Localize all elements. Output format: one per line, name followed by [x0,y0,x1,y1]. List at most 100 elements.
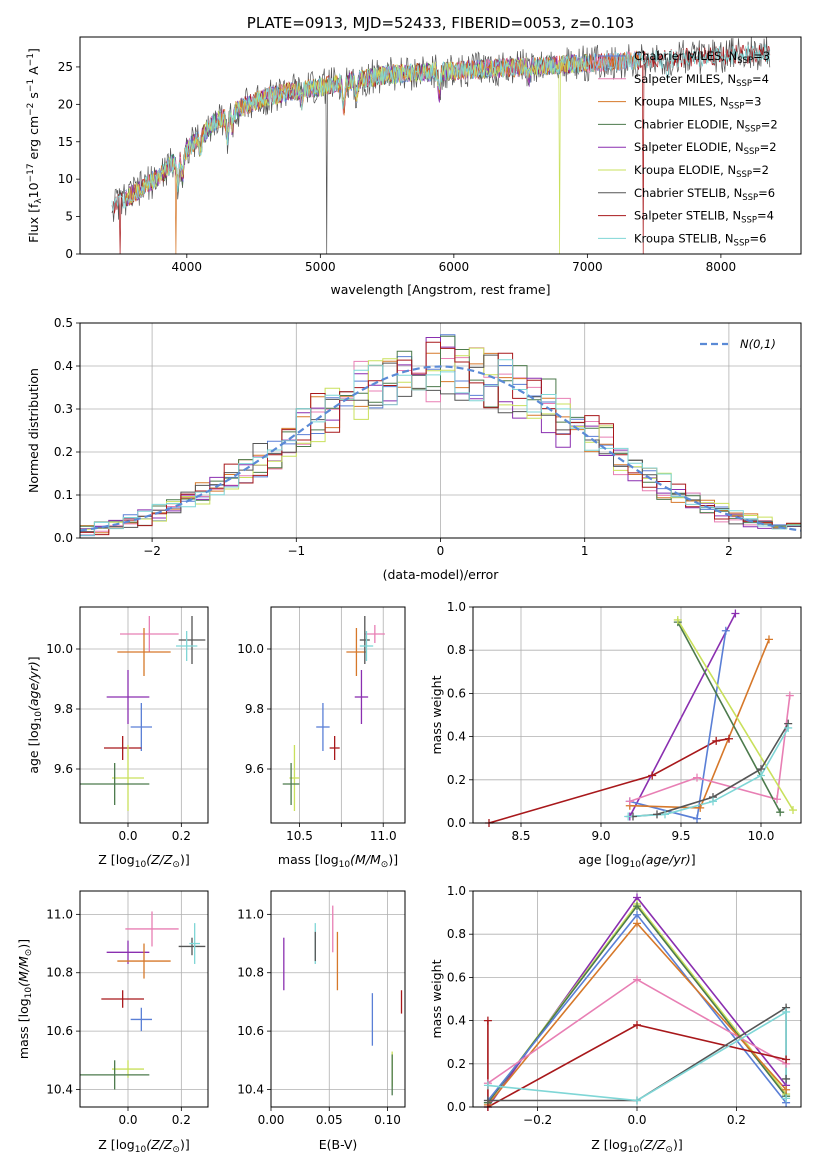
histogram-step [80,359,801,538]
y-tick-label: 0.2 [54,445,73,459]
weight-marker [789,806,797,815]
axes: −0.2 0.0 0.2 0.0 0.2 0.4 0.6 0.8 1.0 Z [log10(Z/Z… [429,884,746,1155]
weight-marker [648,771,657,780]
label-part: Z [ [591,1137,608,1152]
label-part: 10 [34,711,44,723]
label-part: Z [ [98,852,115,867]
axes-frame [270,606,406,824]
y-tick-label: 0.4 [447,1014,466,1028]
legend-name: Chabrier MILES, N [634,49,737,63]
legend-name: Chabrier STELIB, N [634,186,742,200]
weight-marker [782,1094,791,1103]
axes: 0.00 0.05 0.10 10.4 10.6 10.8 11.0 E(B-V) [237,907,401,1152]
plot-content [80,616,206,811]
x-tick-label: 0.10 [374,1113,401,1127]
label-part: ⊙ [172,860,180,870]
y-tick-label: 0.4 [447,730,466,744]
label-part: −1 [26,79,36,92]
weight-marker [773,795,781,804]
label-part: erg cm [26,116,41,164]
x-tick-label: −0.2 [523,1113,552,1127]
y-tick-label: 0.2 [447,1057,466,1071]
legend-sub: SSP [744,147,760,157]
y-tick-label: 0 [65,247,73,261]
legend-sub: SSP [729,102,745,112]
label-part: Z [ [98,1137,115,1152]
legend-sub: SSP [745,124,761,134]
panel-weight_vs_Z: −0.2 0.0 0.2 0.0 0.2 0.4 0.6 0.8 1.0 Z [log10(Z/Z… [429,884,802,1155]
legend-name: Kroupa STELIB, N [634,231,734,245]
plot-area [271,891,405,1107]
y-tick-label: 9.8 [245,702,264,716]
weight-marker [784,723,793,732]
label-part: age [ [26,742,41,774]
panel-age_vs_mass: 10.5 11.0 9.6 9.8 10.0 mass [log10(M/M⊙)] [237,606,406,870]
label-part: ⊙ [381,860,389,870]
label-part: (Z/Z [146,852,173,867]
legend-name: Chabrier ELODIE, N [634,117,745,131]
plot-content [282,616,385,811]
axes: 4000 5000 6000 7000 8000 0 5 10 15 20 25 PLATE=0913… [26,14,778,297]
y-tick-label: 20 [58,97,73,111]
x-tick-label: −1 [287,544,305,558]
label-part: )] [16,939,31,949]
weight-marker [633,910,641,919]
y-tick-label: 10.8 [237,966,264,980]
weight-marker [757,771,765,780]
label-part: log [16,998,31,1017]
legend-name: Salpeter MILES, N [634,72,736,86]
label-part: 10 [630,860,642,870]
plot-area [271,607,405,823]
axes-frame [79,890,209,1108]
legend-entry: Chabrier MILES, NSSP=3 [634,49,770,66]
y-tick-label: 1.0 [447,884,466,898]
x-axis-label: Z [log10(Z/Z⊙)] [591,1137,682,1155]
y-tick-label: 10 [58,172,73,186]
label-part: )] [180,852,190,867]
x-axis-label: wavelength [Angstrom, rest frame] [330,282,550,297]
label-part: mass [ [278,852,320,867]
axes-frame [79,322,802,539]
y-tick-label: 0.3 [54,402,73,416]
axes-frame [79,36,802,255]
weight-marker [653,810,661,819]
x-axis-label: Z [log10(Z/Z⊙)] [98,852,189,870]
label-part: (Z/Z [639,1137,666,1152]
x-tick-label: 8.5 [511,829,530,843]
label-part: 10 [135,860,147,870]
legend-name: Salpeter STELIB, N [634,209,741,223]
weight-marker [765,635,773,644]
weight-line [629,613,737,817]
legend-entry: Kroupa ELODIE, NSSP=2 [634,163,769,180]
legend-entry: Chabrier ELODIE, NSSP=2 [634,117,778,134]
weight-marker [725,734,733,743]
legend-name: Kroupa ELODIE, N [634,163,736,177]
y-tick-label: 10.8 [46,966,73,980]
label-part: (M/M [350,852,381,867]
axes-frame [270,890,406,1108]
legend-entry: N(0,1) [740,337,776,351]
y-tick-label: 0.1 [54,488,73,502]
weight-marker [785,691,794,700]
axes: 10.5 11.0 9.6 9.8 10.0 mass [log10(M/M⊙)] [237,642,398,870]
legend-name: Salpeter ELODIE, N [634,140,744,154]
axes: −2 −1 0 1 2 0.0 0.1 0.2 0.3 0.4 0.5 (data-model)/er… [26,316,776,582]
x-tick-label: 0.0 [627,1113,646,1127]
y-tick-label: 0.6 [447,970,466,984]
legend-entry: Kroupa MILES, NSSP=3 [634,95,761,112]
x-tick-label: 4000 [172,260,203,274]
label-part: log [116,852,135,867]
label-part: (Z/Z [146,1137,173,1152]
legend-count: =4 [752,72,769,86]
x-tick-label: 2 [725,544,733,558]
weight-marker [633,975,641,984]
label-part: Flux [f [26,203,41,243]
label-part: 10 [628,1145,640,1155]
normal-curve [80,365,801,532]
x-tick-label: 9.0 [591,829,610,843]
y-tick-label: 9.8 [54,702,73,716]
weight-marker [712,736,721,745]
legend-sub: SSP [741,216,757,226]
panel-mass_vs_Z: 0.0 0.210.410.610.811.0Z [log10(Z/Z⊙)]mas… [16,890,209,1155]
